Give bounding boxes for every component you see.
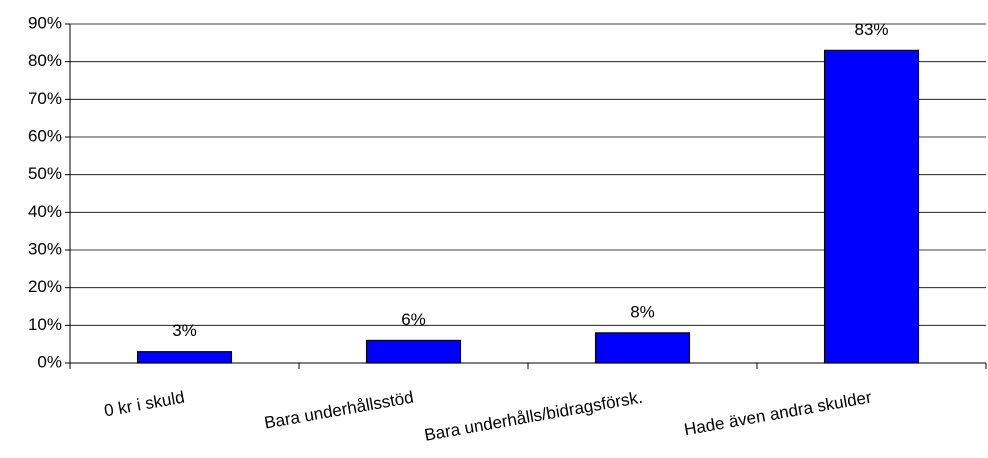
bar [823, 49, 920, 364]
y-tick-label: 40% [28, 202, 62, 221]
value-label: 83% [854, 20, 888, 39]
x-tick-label: Bara underhållsstöd [263, 388, 415, 433]
x-tick-label: Bara underhålls/bidragsförsk. [423, 388, 644, 445]
bar [136, 351, 233, 364]
y-tick-label: 20% [28, 277, 62, 296]
y-tick-label: 90% [28, 13, 62, 32]
x-tick-label: 0 kr i skuld [103, 388, 186, 421]
y-tick-label: 70% [28, 89, 62, 108]
x-tick-label: Hade även andra skulder [683, 388, 874, 440]
value-label: 8% [630, 302, 655, 321]
y-tick-label: 80% [28, 51, 62, 70]
value-label: 6% [401, 310, 426, 329]
y-tick-label: 60% [28, 126, 62, 145]
y-tick-label: 50% [28, 164, 62, 183]
y-tick-label: 10% [28, 315, 62, 334]
bar [365, 339, 462, 364]
y-tick-label: 0% [37, 352, 62, 371]
y-tick-label: 30% [28, 239, 62, 258]
value-label: 3% [172, 321, 197, 340]
bar [594, 332, 691, 364]
